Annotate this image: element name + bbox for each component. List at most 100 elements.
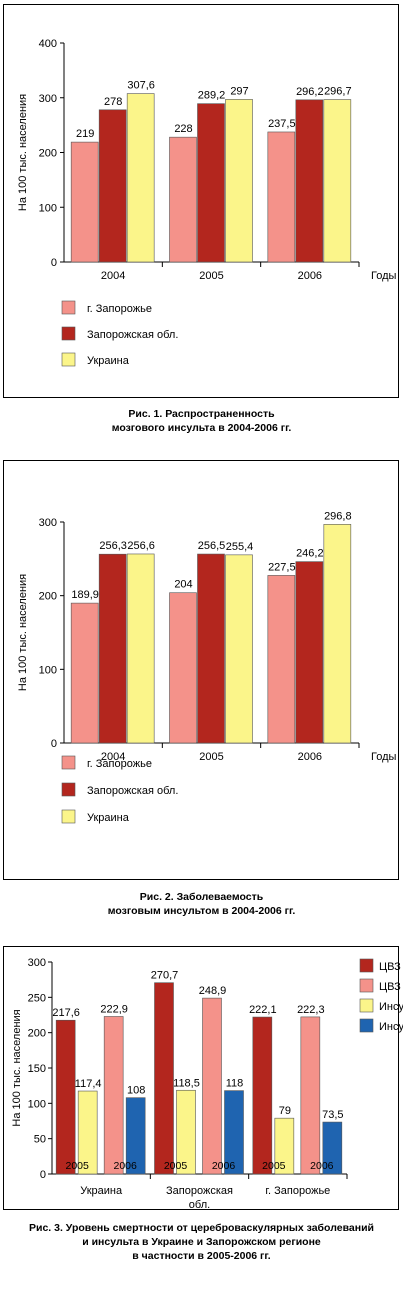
chart-2-y-tick-label: 0 — [51, 738, 57, 750]
chart-2-data-label: 255,4 — [226, 541, 254, 553]
chart-2-data-label: 256,5 — [198, 540, 226, 552]
chart-3-data-label: 79 — [279, 1105, 291, 1117]
chart-1-caption-line-1: Рис. 1. Распространенность — [128, 408, 275, 420]
chart-3-bar — [103, 1016, 124, 1175]
chart-3-caption-line-3: в частности в 2005-2006 гг. — [132, 1250, 271, 1262]
chart-3-y-tick-label: 150 — [28, 1063, 46, 1075]
chart-panel-2: 0 100 200 300 На 100 тыс. населения 189,9 256,… — [3, 460, 399, 880]
chart-3-bar — [274, 1117, 295, 1175]
chart-2-data-label: 246,2 — [296, 548, 324, 560]
chart-2-data-label: 227,5 — [268, 561, 296, 573]
chart-1-data-label: 297 — [230, 85, 248, 97]
chart-1-bar — [267, 131, 296, 263]
chart-3-legend-swatch — [359, 978, 374, 993]
chart-2-y-tick-label: 300 — [39, 517, 57, 529]
chart-3-bar — [224, 1090, 244, 1175]
chart-2-bar — [98, 553, 127, 744]
chart-1-legend-swatch — [61, 300, 76, 315]
chart-3-data-label: 248,9 — [199, 985, 227, 997]
chart-1-data-label: 219 — [76, 128, 94, 140]
chart-2-x-axis-label: Годы — [371, 751, 397, 763]
chart-3-data-label: 73,5 — [322, 1109, 343, 1121]
chart-3-bar — [202, 997, 222, 1175]
chart-3-bar — [154, 982, 174, 1175]
chart-3-bar — [300, 1016, 321, 1175]
chart-3-y-tick-label: 0 — [40, 1169, 46, 1181]
chart-2-y-tick-label: 200 — [39, 591, 57, 603]
chart-2-data-label: 296,8 — [324, 510, 352, 522]
chart-3-year-label: 2005 — [262, 1160, 286, 1172]
chart-2-caption: Рис. 2. Заболеваемость мозговым инсульто… — [0, 890, 403, 918]
chart-3-bar — [252, 1016, 273, 1175]
chart-2-caption-line-2: мозговым инсультом в 2004-2006 гг. — [107, 905, 296, 917]
chart-3-data-label: 222,9 — [100, 1003, 128, 1015]
chart-3-bar — [55, 1019, 76, 1175]
chart-2-bar — [295, 561, 324, 744]
chart-1-x-axis-label: Годы — [371, 270, 397, 282]
chart-3-legend-swatch — [359, 998, 374, 1013]
chart-2-caption-line-1: Рис. 2. Заболеваемость — [139, 891, 264, 903]
chart-1-legend-label: г. Запорожье — [87, 303, 152, 315]
chart-3-legend-label: ЦВЗ — [379, 961, 401, 973]
chart-3-year-label: 2005 — [65, 1160, 89, 1172]
chart-3-data-label: 222,3 — [297, 1004, 325, 1016]
chart-2-data-label: 189,9 — [71, 589, 99, 601]
chart-1-legend-swatch — [61, 352, 76, 367]
chart-3-svg: 0 50 100 150 200 250 300 На 100 тыс. населения 2… — [11, 957, 403, 1211]
chart-1-data-label: 278 — [104, 96, 122, 108]
chart-3-legend-label: Инсульт — [379, 1001, 403, 1013]
chart-3-caption: Рис. 3. Уровень смертности от церебровас… — [0, 1221, 403, 1263]
chart-1-bar — [295, 99, 324, 263]
chart-1-y-tick-label: 0 — [51, 257, 57, 269]
chart-3-year-label: 2006 — [310, 1160, 334, 1172]
chart-2-data-label: 256,3 — [99, 540, 127, 552]
chart-3-y-tick-label: 200 — [28, 1028, 46, 1040]
chart-1-bar — [225, 99, 253, 263]
chart-2-x-tick-label: 2006 — [298, 751, 322, 763]
chart-1-legend-label: Украина — [87, 355, 130, 367]
chart-2-legend-label: г. Запорожье — [87, 758, 152, 770]
chart-2-y-axis-label: На 100 тыс. населения — [17, 574, 29, 691]
chart-2-bar — [323, 524, 352, 744]
chart-1-bar — [98, 109, 127, 263]
chart-3-year-label: 2006 — [113, 1160, 137, 1172]
chart-3-bar — [125, 1097, 146, 1175]
chart-1-bar — [70, 141, 99, 263]
chart-1-svg: 0 100 200 300 400 На 100 тыс. населения 219 278… — [17, 38, 397, 367]
chart-1-data-label: 307,6 — [127, 80, 155, 92]
chart-2-bar — [70, 602, 99, 744]
chart-2-bar — [126, 553, 155, 744]
chart-1-caption: Рис. 1. Распространенность мозгового инс… — [0, 407, 403, 435]
chart-1-data-label: 289,2 — [198, 90, 226, 102]
chart-1-legend-label: Запорожская обл. — [87, 329, 178, 341]
chart-1-bar — [323, 99, 352, 263]
chart-2-legend-label: Украина — [87, 812, 130, 824]
chart-3-legend-swatch — [359, 1018, 374, 1033]
chart-2-bar — [225, 554, 253, 744]
chart-2-svg: 0 100 200 300 На 100 тыс. населения 189,9 256,… — [17, 510, 397, 824]
chart-panel-1: 0 100 200 300 400 На 100 тыс. населения 219 278… — [3, 4, 399, 398]
chart-3-y-tick-label: 100 — [28, 1098, 46, 1110]
chart-2-data-label: 204 — [174, 579, 192, 591]
chart-1-y-tick-label: 200 — [39, 148, 57, 160]
chart-3-x-tick-label: г. Запорожье — [265, 1185, 330, 1197]
chart-1-y-tick-label: 100 — [39, 202, 57, 214]
chart-2-x-tick-label: 2005 — [199, 751, 223, 763]
chart-3-x-tick-label: Запорожская — [166, 1185, 233, 1197]
chart-3-year-label: 2005 — [164, 1160, 188, 1172]
chart-1-y-tick-label: 400 — [39, 38, 57, 50]
chart-1-bar — [197, 103, 225, 263]
chart-3-bar — [322, 1121, 343, 1175]
chart-3-x-tick-label: обл. — [189, 1199, 210, 1211]
chart-3-data-label: 108 — [127, 1085, 145, 1097]
chart-3-data-label: 118,5 — [173, 1077, 200, 1089]
chart-panel-3: 0 50 100 150 200 250 300 На 100 тыс. населения 2… — [3, 946, 403, 1211]
chart-3-bar — [77, 1090, 98, 1175]
chart-3-y-tick-label: 300 — [28, 957, 46, 969]
chart-1-y-tick-label: 300 — [39, 93, 57, 105]
chart-3-data-label: 117,4 — [75, 1078, 102, 1090]
chart-3-data-label: 270,7 — [151, 970, 179, 982]
chart-3-year-label: 2006 — [212, 1160, 236, 1172]
chart-1-bar — [169, 136, 197, 263]
chart-1-caption-line-2: мозгового инсульта в 2004-2006 гг. — [111, 422, 292, 434]
